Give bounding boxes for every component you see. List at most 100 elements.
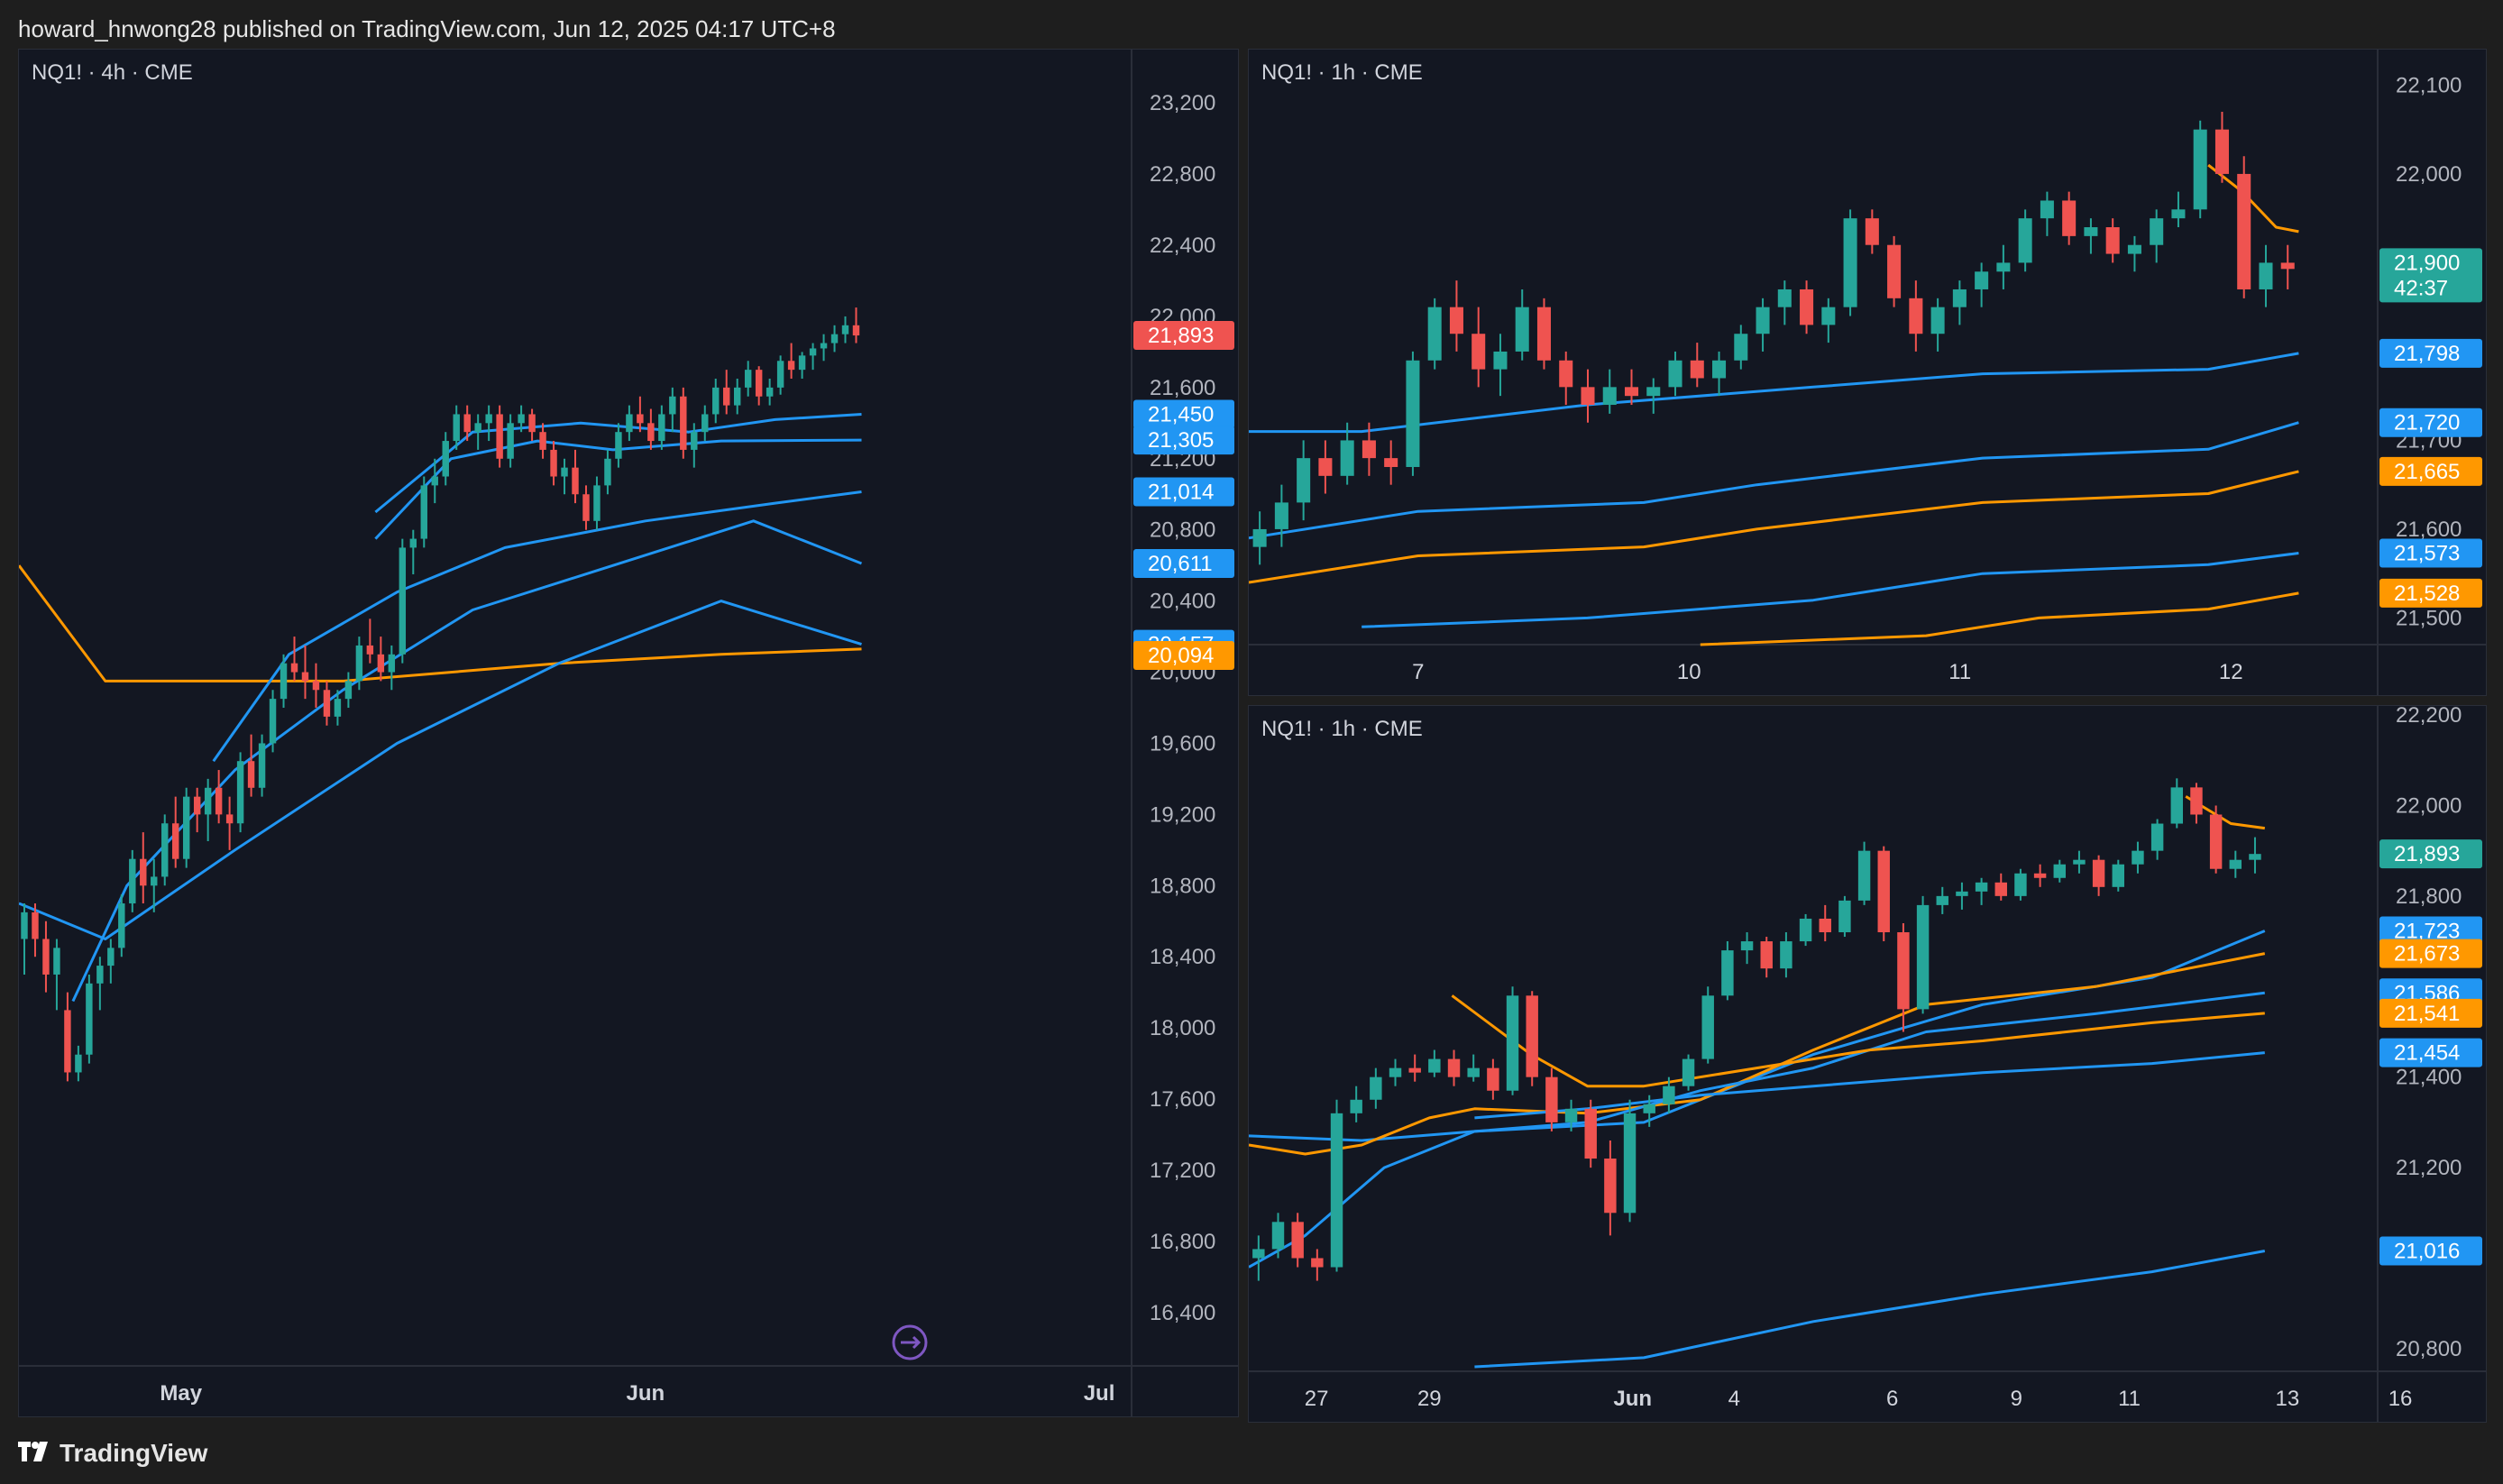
price-label-text: 21,720 [2394,411,2460,435]
candle-body [1362,440,1376,459]
candle-body [258,743,266,788]
candle-body [518,414,525,424]
candle-body [841,325,849,334]
candle-body [637,414,644,424]
price-label-bg [2379,456,2482,486]
candle-body [1559,360,1573,388]
band-line [2207,163,2299,234]
publish-header: howard_hnwong28 published on TradingView… [18,15,836,42]
candle-body [107,948,115,966]
replay-icon[interactable] [892,1324,928,1360]
price-label: 21,541 [2379,998,2482,1028]
y-tick-label: 16,400 [1150,1301,1215,1325]
chart-panel-1h-bottom[interactable]: 22,20022,00021,80021,60021,40021,20020,8… [1248,705,2487,1423]
candle-body [776,361,784,388]
candle-body [1838,900,1851,933]
price-label-text: 20,094 [1148,644,1214,668]
y-tick-label: 22,200 [2396,706,2462,728]
band-line [212,490,862,763]
price-label: 21,305 [1133,426,1234,455]
price-label-text: 20,611 [1148,552,1213,576]
candle-body [1843,218,1857,307]
candle-body [1406,360,1420,467]
candle-body [1602,387,1617,406]
candle-body [1734,334,1748,361]
candle-body [463,414,471,433]
countdown-label: 42:37 [2394,276,2448,300]
price-label: 21,798 [2379,338,2482,368]
y-tick-label: 22,000 [2396,162,2462,187]
candle-body [2190,787,2203,815]
candle-body [1311,1258,1324,1268]
symbol-label[interactable]: NQ1! · 1h · CME [1261,60,1423,85]
candle-body [323,690,331,717]
y-tick-label: 22,800 [1150,162,1215,187]
price-label-text: 21,450 [1148,402,1214,426]
candle-body [140,858,147,886]
x-tick-label: 16 [2388,1387,2413,1411]
candle-body [86,983,93,1055]
band-line [1362,552,2299,628]
chart-svg-1h-top[interactable]: 22,10022,00021,90021,80021,70021,60021,5… [1249,50,2486,695]
y-tick-label: 22,100 [2396,73,2462,97]
price-label-bg [1133,477,1234,507]
x-tick-label: 7 [1412,660,1424,684]
candle-body [712,387,720,415]
candle-body [53,948,60,975]
symbol-label[interactable]: NQ1! · 4h · CME [32,60,193,85]
band-line [1474,1250,2266,1369]
candle-body [1318,458,1333,476]
candle-body [820,343,828,349]
price-label-bg [2379,338,2482,368]
candle-body [1545,1076,1558,1122]
x-tick-label: 29 [1417,1387,1442,1411]
candle-body [182,796,190,859]
candle-body [1449,307,1463,334]
candle-body [334,699,342,717]
price-label: 21,573 [2379,538,2482,568]
candle-body [1877,850,1890,933]
price-label-text: 21,016 [2394,1239,2460,1263]
candle-body [582,494,590,521]
price-label-bg [1133,399,1234,429]
candle-body [1936,895,1948,905]
candle-body [2237,173,2251,289]
x-tick-label: 12 [2219,660,2243,684]
candle-body [1701,995,1714,1059]
price-label-text: 21,893 [2394,842,2460,866]
chart-panel-4h[interactable]: 23,200 22,800 22,400 22,000 21,600 21,200 20,8… [18,49,1239,1417]
price-label: 21,665 [2379,456,2482,486]
y-tick-label: 16,800 [1150,1230,1215,1254]
candle-body [1777,289,1792,307]
candle-body [431,476,438,486]
chart-panel-1h-top[interactable]: 22,10022,00021,90021,80021,70021,60021,5… [1248,49,2487,696]
band-line [19,600,862,940]
x-tick-label: Jun [627,1381,665,1406]
price-label: 21,014 [1133,477,1234,507]
replay-icon-ring [892,1324,928,1360]
band-line [1249,930,2266,1142]
brand-name: TradingView [60,1439,208,1467]
candle-body [1389,1067,1402,1077]
price-label-text: 21,454 [2394,1041,2460,1066]
price-label-bg [2379,248,2482,303]
price-label: 21,450 [1133,399,1234,429]
footer-brand[interactable]: TradingView [18,1435,207,1471]
candle-body [64,1010,71,1073]
candle-body [723,387,730,406]
candle-body [1909,298,1923,334]
candle-body [2150,218,2164,245]
chart-svg-4h[interactable]: 23,20022,80022,40022,00021,60021,20020,8… [19,50,1238,1416]
x-tick-label: May [160,1381,202,1406]
candle-body [1799,918,1812,942]
candle-body [193,796,201,815]
candle-body [1712,360,1727,379]
chart-svg-1h-bottom[interactable]: 22,20022,00021,80021,60021,40021,20020,8… [1249,706,2486,1422]
candle-body [301,672,309,682]
candle-body [1623,1113,1637,1214]
candle-body [1760,941,1773,969]
symbol-label[interactable]: NQ1! · 1h · CME [1261,717,1423,741]
x-tick-label: 27 [1305,1387,1329,1411]
x-tick-label: 11 [1948,660,1971,684]
candle-body [604,458,611,486]
